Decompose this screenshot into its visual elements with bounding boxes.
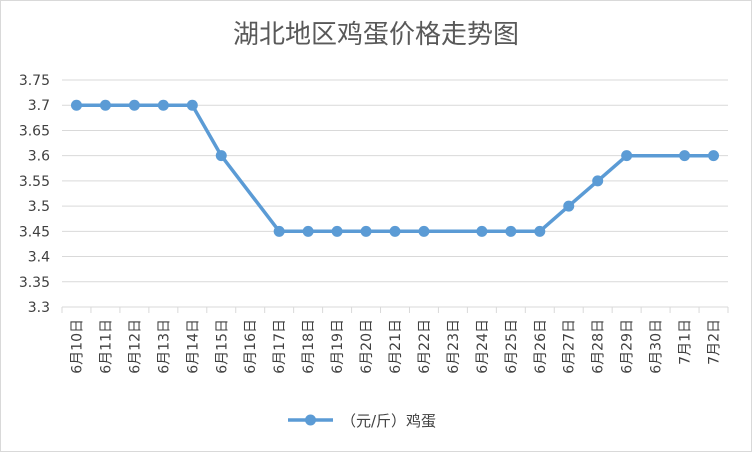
data-point: [157, 99, 169, 111]
data-point: [708, 150, 720, 162]
x-tick-label: 7月2日: [707, 319, 723, 365]
y-tick-label: 3.5: [28, 199, 50, 215]
data-point: [389, 225, 401, 237]
x-tick-label: 6月25日: [504, 319, 520, 374]
y-tick-label: 3.75: [19, 73, 50, 89]
x-tick-label: 6月20日: [359, 319, 375, 374]
x-tick-label: 6月16日: [243, 319, 259, 374]
x-tick-label: 6月24日: [475, 319, 491, 374]
data-point: [679, 150, 691, 162]
x-tick-label: 6月18日: [301, 319, 317, 374]
data-point: [534, 225, 546, 237]
data-point: [331, 225, 343, 237]
y-tick-label: 3.35: [19, 275, 50, 291]
data-point: [128, 99, 140, 111]
x-tick-label: 6月27日: [562, 319, 578, 374]
x-tick-label: 6月11日: [98, 319, 114, 374]
x-tick-label: 6月19日: [330, 319, 346, 374]
x-tick-label: 6月30日: [649, 319, 665, 374]
x-tick-label: 6月23日: [446, 319, 462, 374]
data-point: [302, 225, 314, 237]
x-tick-label: 7月1日: [678, 319, 694, 365]
x-tick-label: 6月10日: [69, 319, 85, 374]
y-tick-label: 3.7: [28, 98, 50, 114]
data-point: [505, 225, 517, 237]
data-point: [70, 99, 82, 111]
y-tick-label: 3.45: [19, 224, 50, 240]
x-tick-label: 6月26日: [533, 319, 549, 374]
gridlines: [61, 79, 729, 313]
data-point: [215, 150, 227, 162]
y-tick-label: 3.55: [19, 174, 50, 190]
y-tick-label: 3.3: [28, 300, 50, 316]
x-tick-label: 6月15日: [214, 319, 230, 374]
x-tick-label: 6月22日: [417, 319, 433, 374]
legend: （元/斤）鸡蛋: [288, 412, 436, 430]
legend-marker-swatch: [305, 414, 316, 426]
data-point: [418, 225, 430, 237]
legend-label: （元/斤）鸡蛋: [341, 412, 436, 430]
x-tick-label: 6月29日: [620, 319, 636, 374]
data-point: [621, 150, 633, 162]
x-tick-label: 6月28日: [591, 319, 607, 374]
data-point: [186, 99, 198, 111]
x-tick-label: 6月14日: [185, 319, 201, 374]
x-tick-label: 6月13日: [156, 319, 172, 374]
series-layer: [70, 99, 720, 237]
x-tick-label: 6月21日: [388, 319, 404, 374]
x-tick-label: 6月12日: [127, 319, 143, 374]
data-point: [99, 99, 111, 111]
y-tick-label: 3.4: [28, 250, 50, 266]
y-tick-label: 3.6: [28, 149, 50, 165]
chart-title: 湖北地区鸡蛋价格走势图: [233, 20, 519, 50]
data-point: [360, 225, 372, 237]
x-axis-ticks: 6月10日 6月11日 6月12日 6月13日 6月14日 6月15日 6月16日 6月17日…: [69, 319, 722, 374]
series-line: [74, 103, 716, 234]
x-tick-label: 6月17日: [272, 319, 288, 374]
data-point: [563, 200, 575, 212]
data-point: [476, 225, 488, 237]
data-point: [273, 225, 285, 237]
data-point: [592, 175, 604, 187]
y-tick-label: 3.65: [19, 123, 50, 139]
y-axis-ticks: 3.75 3.7 3.65 3.6 3.55 3.5 3.45 3.4 3.35 3.3: [19, 73, 50, 316]
